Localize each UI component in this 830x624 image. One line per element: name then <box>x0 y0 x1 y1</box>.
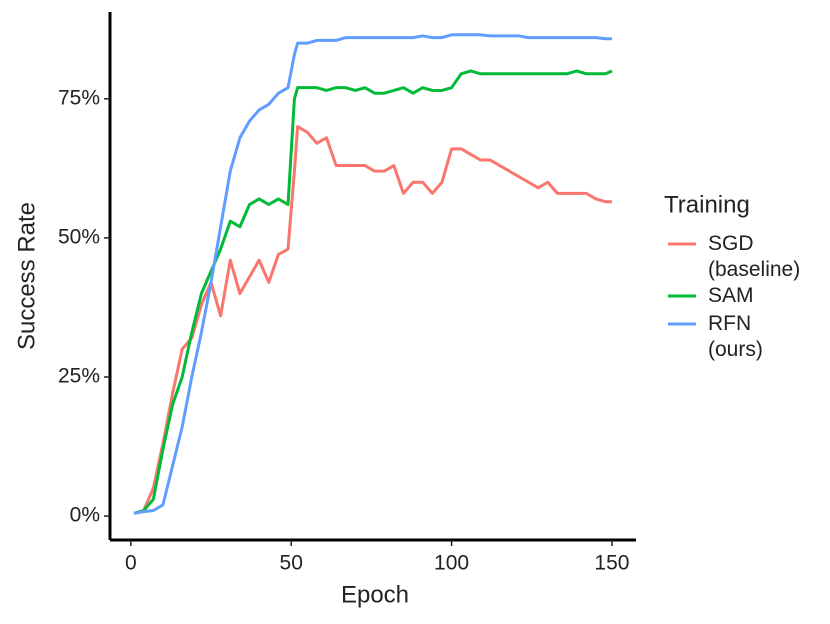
legend-title: Training <box>664 191 750 218</box>
series-line <box>133 33 612 515</box>
legend-label: RFN (ours) <box>708 312 763 361</box>
y-tick-label: 0% <box>70 504 100 527</box>
legend-label: SGD (baseline) <box>708 232 800 281</box>
y-tick-label: 75% <box>58 86 100 109</box>
x-axis-title: Epoch <box>341 581 409 608</box>
y-axis-title: Success Rate <box>13 202 40 350</box>
x-tick-label: 150 <box>594 552 629 575</box>
series-line <box>133 125 612 515</box>
y-tick-label: 25% <box>58 365 100 388</box>
x-tick-label: 50 <box>280 552 303 575</box>
x-tick-label: 100 <box>434 552 469 575</box>
x-tick-label: 0 <box>125 552 137 575</box>
y-tick-label: 50% <box>58 225 100 248</box>
legend-label: SAM <box>708 284 754 307</box>
